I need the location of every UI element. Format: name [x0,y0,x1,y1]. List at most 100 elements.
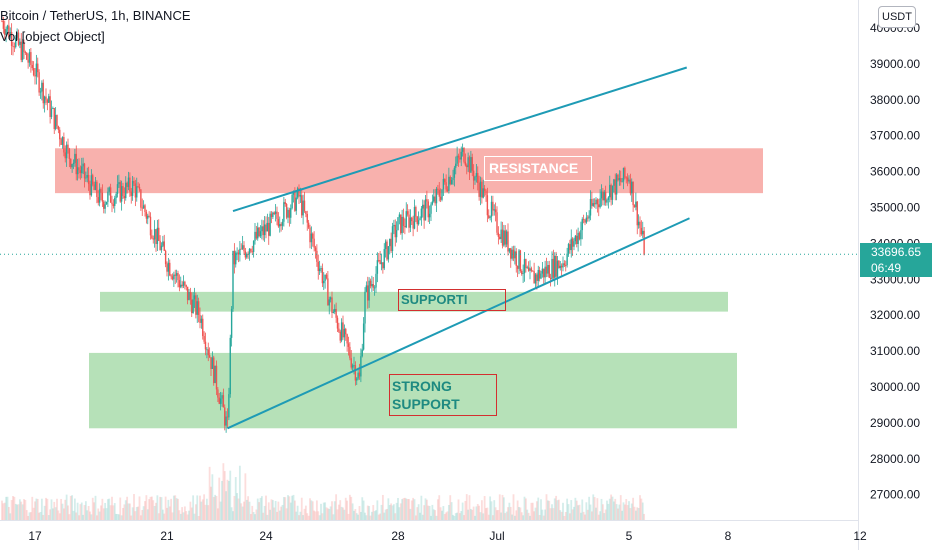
candle-body [431,201,434,205]
candle-body [558,260,560,269]
volume-bar [152,500,155,520]
candle [483,185,486,197]
candle [549,273,552,287]
volume-bar [218,477,221,520]
candle [87,166,90,191]
candle [639,216,641,237]
candle-body [291,194,293,209]
candle [24,50,27,55]
candle-body [76,167,79,175]
candle [603,189,605,206]
candle-body [163,241,165,251]
volume-bar [289,502,292,520]
candle [32,61,35,77]
candle-body [98,188,101,203]
candle-body [182,281,185,287]
candle [488,209,490,219]
candle-body [296,188,299,198]
volume-bar [335,494,338,520]
volume-bar [541,509,544,520]
candle-body [613,179,615,186]
candle [540,270,542,280]
volume-bar [84,501,87,520]
candle [444,178,446,185]
candle [412,215,414,237]
candle [263,216,266,242]
volume-bar [474,515,476,520]
candle-body [356,378,358,381]
candle-body [345,328,347,335]
candle [248,247,251,261]
candle [596,198,599,213]
candle [532,270,534,272]
candle [39,87,42,99]
candle [481,177,483,204]
candle [622,167,625,190]
candle-body [185,285,187,287]
volume-bar [299,511,302,520]
candle-body [532,270,534,272]
volume-bar [545,494,548,520]
volume-bar [32,507,35,520]
volume-bar [377,514,380,520]
candle [613,178,615,193]
candle-body [391,226,394,251]
volume-bar [221,480,223,520]
candle [34,67,36,85]
candle [331,291,333,319]
candle [115,191,117,204]
volume-bar [57,510,60,520]
candle-body [596,199,599,205]
volume-bar [311,501,314,520]
price-tick-label: 28000.00 [870,452,920,466]
volume-bar [172,495,175,520]
candle [408,209,410,233]
candle-body [270,213,273,217]
volume-bar [109,505,112,520]
candle [423,200,425,229]
volume-bar [145,495,148,520]
volume-bar [430,515,432,520]
volume-bar [358,506,361,520]
candle [171,273,174,281]
volume-bar [544,509,547,520]
volume-bar [280,506,283,520]
volume-bar [579,512,582,520]
candle-body [389,238,391,247]
candle-body [114,197,116,206]
candle [65,141,68,167]
candle-body [222,395,225,408]
volume-bar [353,510,355,520]
candle-body [494,209,497,213]
volume-bar [485,508,487,520]
candle [453,165,456,187]
candle-body [541,268,544,274]
candle-body [229,337,231,395]
volume-bar [421,514,424,520]
candle-body [442,178,445,190]
currency-unit-button[interactable]: USDT [878,6,916,28]
candle [118,174,120,188]
candle-body [257,227,259,239]
candle-body [131,180,134,196]
candle-body [244,251,247,258]
candle [193,287,196,308]
candle-body [362,323,365,350]
candle-body [489,216,491,218]
candle-body [452,177,454,180]
candle-body [101,192,104,202]
candle-body [64,152,66,159]
candle [13,42,16,53]
volume-bar [54,507,57,520]
candle [395,221,398,243]
candle [329,296,332,303]
candle-body [37,63,39,73]
candle-body [577,232,579,245]
volume-bar [249,514,252,520]
volume-bar [208,466,211,520]
candle-body [221,395,223,399]
candle [152,235,154,244]
candle-body [588,215,590,219]
candle-body [321,268,324,284]
